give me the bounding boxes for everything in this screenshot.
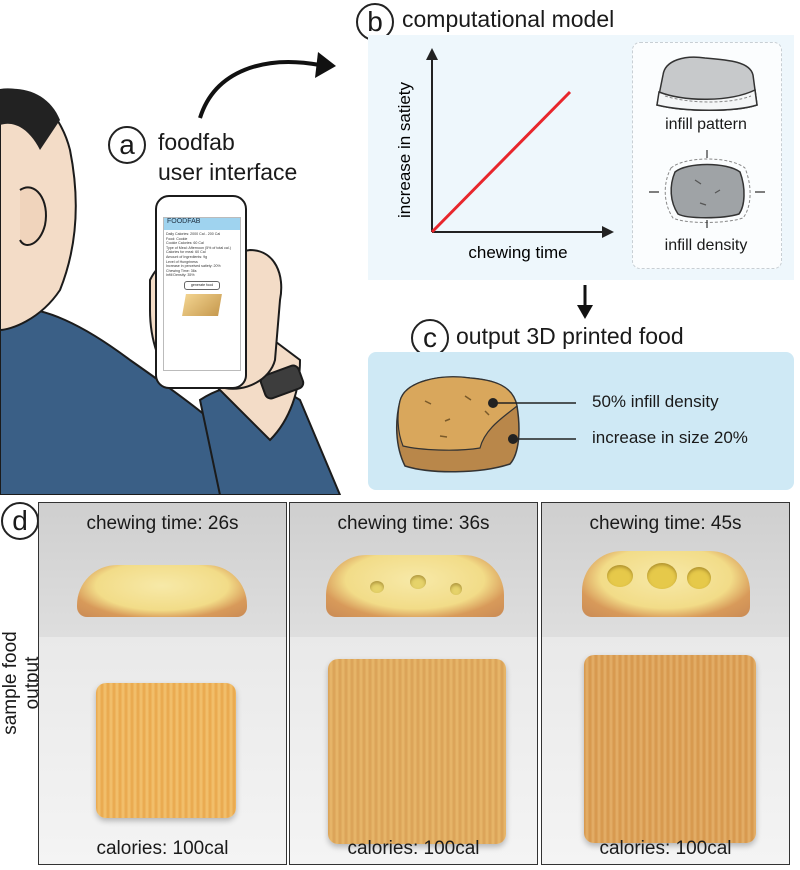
sample-2-hole	[370, 581, 384, 593]
sample-1: chewing time: 26s calories: 100cal	[38, 502, 287, 865]
sample-3-hole	[647, 563, 677, 589]
phone-form-line: Infill Density: 35%	[166, 273, 195, 278]
sample-3-chewing-time: chewing time: 45s	[589, 513, 742, 534]
size-label: increase in size 20%	[592, 428, 748, 447]
panel-c-title: output 3D printed food	[456, 323, 684, 349]
x-axis-arrow	[602, 226, 614, 238]
sample-1-calories: calories: 100cal	[96, 838, 229, 859]
sample-2: chewing time: 36s calories: 100cal	[289, 502, 538, 865]
sample-2-top-view	[290, 637, 537, 864]
phone-form-line: Food: Cookie	[166, 236, 188, 241]
sample-2-hole	[410, 575, 426, 589]
phone-screen: FOODFAB Daily Calories: 2000 Cal - 200 C…	[163, 217, 241, 371]
sample-1-chewing-time: chewing time: 26s	[86, 513, 239, 534]
arrow-b-to-c	[577, 285, 593, 319]
sample-3-cookie	[584, 655, 756, 843]
label-leaders	[493, 402, 576, 440]
y-axis-arrow	[426, 48, 438, 60]
panel-a-title: foodfab user interface	[158, 127, 297, 187]
sample-3-top-view	[542, 637, 789, 864]
sample-3-cross-section	[542, 503, 789, 637]
sample-3-calories: calories: 100cal	[599, 838, 732, 859]
side-label: sample food output	[0, 631, 43, 735]
phone-form-line: Increase in perceived satiety: 20%	[166, 264, 221, 269]
infill-density-label: infill density	[664, 237, 748, 254]
phone-form: Daily Calories: 2000 Cal - 200 Cal Food: …	[164, 230, 240, 278]
sample-1-cookie	[96, 683, 236, 818]
sample-3-hole	[607, 565, 633, 587]
phone-form-line: Calories for meal: 60 Cal	[166, 250, 206, 255]
phone-form-line: Amount of Ingredients: 9g	[166, 254, 208, 259]
satiety-series-line	[430, 90, 572, 234]
phone: FOODFAB Daily Calories: 2000 Cal - 200 C…	[155, 195, 247, 389]
phone-form-line: Cookie Calories: 60 Cal	[166, 241, 204, 246]
panel-b-title: computational model	[402, 6, 615, 32]
app-subtitle: user interface	[158, 159, 298, 185]
sample-1-cross-section	[39, 503, 286, 637]
printed-food-icon	[395, 376, 520, 473]
sample-3: chewing time: 45s calories: 100cal	[541, 502, 790, 865]
app-name: foodfab	[158, 129, 235, 155]
sample-3-hole	[687, 567, 711, 589]
food-preview	[182, 293, 222, 316]
panel-a-letter: a	[108, 126, 146, 164]
satiety-chart: increase in satiety chewing time	[395, 48, 614, 262]
sample-2-chewing-time: chewing time: 36s	[337, 513, 490, 534]
phone-form-line: Chewing Time: 36s	[166, 268, 197, 273]
generate-food-button[interactable]: generate food	[184, 280, 220, 290]
sample-2-cookie	[328, 659, 506, 844]
phone-form-line: Level of Hungriness	[166, 259, 198, 264]
x-axis-label: chewing time	[468, 243, 567, 262]
phone-form-line: Daily Calories: 2000 Cal - 200 Cal	[166, 232, 221, 236]
sample-1-top-view	[39, 637, 286, 864]
sample-1-side-view	[77, 565, 247, 617]
sample-2-hole	[450, 583, 462, 595]
app-title: FOODFAB	[164, 218, 240, 230]
infill-density-icon	[649, 150, 765, 228]
panel-d-letter: d	[1, 502, 39, 540]
sample-2-cross-section	[290, 503, 537, 637]
phone-form-line: Type of Meal: Afternoon (5% of total cal…	[166, 245, 231, 250]
infill-pattern-label: infill pattern	[665, 116, 747, 133]
panel-b-letter: b	[356, 3, 394, 41]
density-label: 50% infill density	[592, 392, 719, 411]
infill-pattern-icon	[656, 56, 758, 111]
y-axis-label: increase in satiety	[395, 81, 414, 218]
sample-2-calories: calories: 100cal	[347, 838, 480, 859]
